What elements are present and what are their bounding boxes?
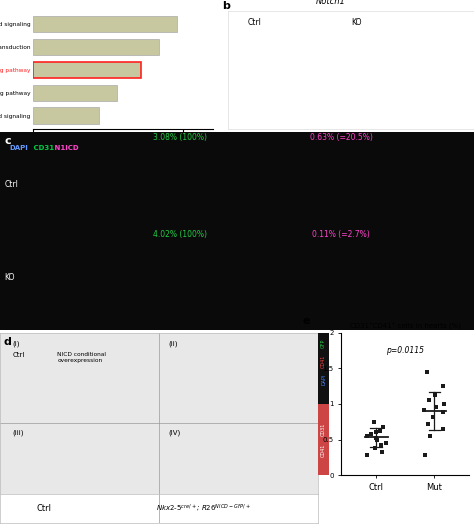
Text: c: c [5, 136, 11, 146]
Text: DAPI: DAPI [9, 145, 28, 151]
Bar [33, 16, 177, 32]
Text: 3.08% (100%): 3.08% (100%) [153, 133, 207, 142]
Text: p=0.0115: p=0.0115 [386, 346, 424, 355]
Text: CD41: CD41 [321, 444, 326, 457]
Text: e: e [303, 316, 310, 326]
Text: CD31: CD31 [31, 145, 54, 151]
Point [364, 451, 371, 459]
Text: N1ICD: N1ICD [52, 145, 79, 151]
Text: b: b [223, 1, 230, 11]
Point [383, 439, 390, 447]
Text: CD31: CD31 [321, 422, 326, 436]
Text: (iii): (iii) [13, 429, 24, 436]
Point [429, 412, 437, 421]
Text: 0.11% (=2.7%): 0.11% (=2.7%) [312, 230, 370, 239]
Title: CD31⁺CD41⁺ cells in hearts (%): CD31⁺CD41⁺ cells in hearts (%) [350, 323, 461, 330]
Point [364, 432, 371, 440]
Text: NICD conditional
overexpression: NICD conditional overexpression [57, 352, 106, 363]
Text: $Nkx2$-$5^{cre/+}$; $R26^{NICD-GFP/+}$: $Nkx2$-$5^{cre/+}$; $R26^{NICD-GFP/+}$ [155, 503, 251, 514]
Point [439, 408, 447, 417]
Text: KO: KO [351, 18, 361, 27]
Bar [33, 62, 141, 78]
Point [373, 428, 380, 437]
Text: CD41: CD41 [321, 354, 326, 368]
Point [379, 422, 386, 431]
Point [439, 382, 447, 390]
Bar [33, 84, 117, 101]
Point [426, 432, 434, 440]
Point [376, 427, 384, 435]
Text: Ctrl: Ctrl [13, 352, 25, 358]
Text: 4.02% (100%): 4.02% (100%) [153, 230, 207, 239]
Text: (i): (i) [13, 341, 20, 347]
Point [373, 435, 381, 444]
Text: d: d [3, 337, 11, 347]
Text: Ctrl: Ctrl [5, 181, 18, 190]
Text: DAPI: DAPI [321, 373, 326, 385]
Point [373, 434, 380, 442]
Point [371, 444, 379, 452]
Point [440, 400, 447, 408]
Point [425, 396, 432, 404]
Point [420, 406, 428, 414]
Text: KO: KO [5, 274, 15, 282]
Text: Notch1: Notch1 [316, 0, 346, 6]
Text: Ctrl: Ctrl [247, 18, 261, 27]
X-axis label: -log10(p-value): -log10(p-value) [97, 148, 150, 155]
Point [425, 420, 432, 428]
Point [378, 448, 386, 457]
Point [377, 441, 385, 449]
Bar [33, 108, 99, 124]
Point [423, 367, 430, 376]
Point [421, 451, 429, 459]
Point [439, 425, 447, 433]
Text: GFP: GFP [321, 338, 326, 348]
Text: (IV): (IV) [168, 429, 181, 436]
Bar [33, 39, 159, 55]
Point [367, 430, 375, 438]
Point [432, 391, 439, 400]
Point [433, 403, 440, 412]
Point [370, 418, 377, 426]
Text: (ii): (ii) [168, 341, 178, 347]
Text: Ctrl: Ctrl [37, 504, 52, 513]
Text: 0.63% (=20.5%): 0.63% (=20.5%) [310, 133, 373, 142]
